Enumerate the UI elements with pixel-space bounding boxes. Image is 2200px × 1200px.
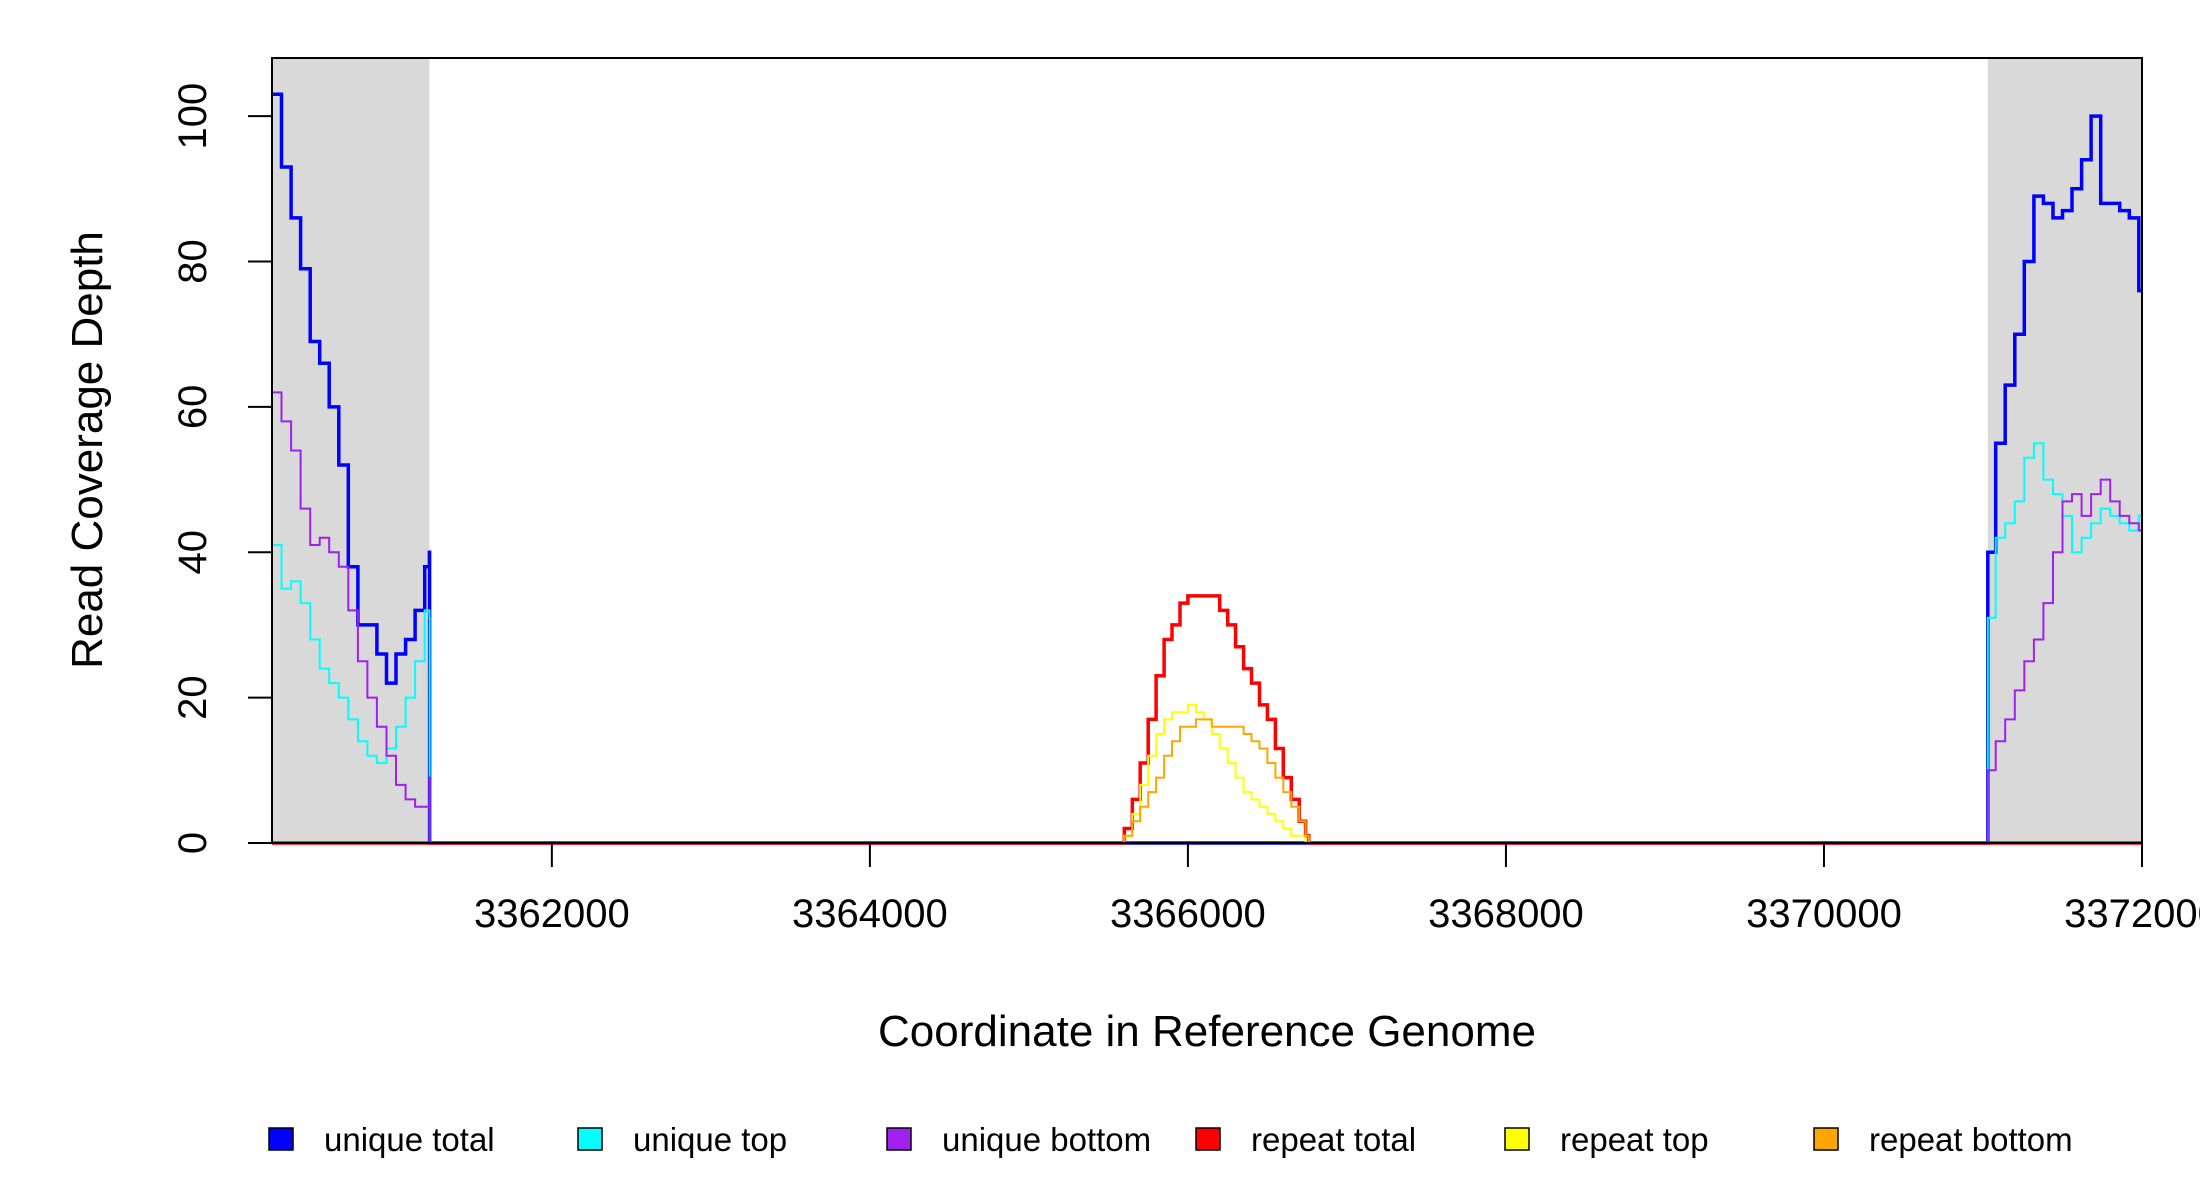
legend-label: unique total [324,1121,495,1158]
series-line-unique-top [272,442,2142,844]
x-tick-label: 3364000 [792,892,948,936]
x-tick-label: 3370000 [1746,892,1902,936]
series-line-unique-total [272,92,2142,845]
legend-swatch [1813,1127,1839,1151]
series-layer [272,92,2143,845]
series-line-repeat-bottom [272,718,2142,844]
y-axis: 0 20 40 60 80 100 [171,83,272,854]
legend: unique total unique top unique bottom repea… [268,1121,2073,1158]
legend-swatch [1504,1127,1530,1151]
legend-label: repeat bottom [1869,1121,2073,1158]
legend-label: repeat top [1560,1121,1709,1158]
x-tick-label: 3368000 [1428,892,1584,936]
shaded-regions [272,58,2142,843]
y-tick-label: 20 [171,675,215,720]
series-line-repeat-top [272,703,2142,844]
series-line-unique-bottom [272,391,2143,844]
legend-label: unique bottom [942,1121,1151,1158]
series-line-repeat-total [272,594,2142,845]
y-tick-label: 0 [171,832,215,854]
y-tick-label: 40 [171,530,215,575]
x-tick-label: 3362000 [474,892,630,936]
legend-swatch [1195,1127,1221,1151]
legend-swatch [268,1127,294,1151]
y-axis-title: Read Coverage Depth [63,231,112,669]
shaded-region-2 [1987,58,2142,843]
x-axis-title: Coordinate in Reference Genome [878,1007,1536,1056]
plot-frame [271,57,2143,844]
legend-swatch [886,1127,912,1151]
y-tick-label: 80 [171,239,215,284]
y-tick-label: 100 [171,83,215,150]
y-tick-label: 60 [171,385,215,430]
x-axis: 3362000 3364000 3366000 3368000 3370000 33720… [474,843,2200,936]
legend-label: repeat total [1251,1121,1416,1158]
x-tick-label: 3366000 [1110,892,1266,936]
legend-swatch [577,1127,603,1151]
legend-label: unique top [633,1121,787,1158]
